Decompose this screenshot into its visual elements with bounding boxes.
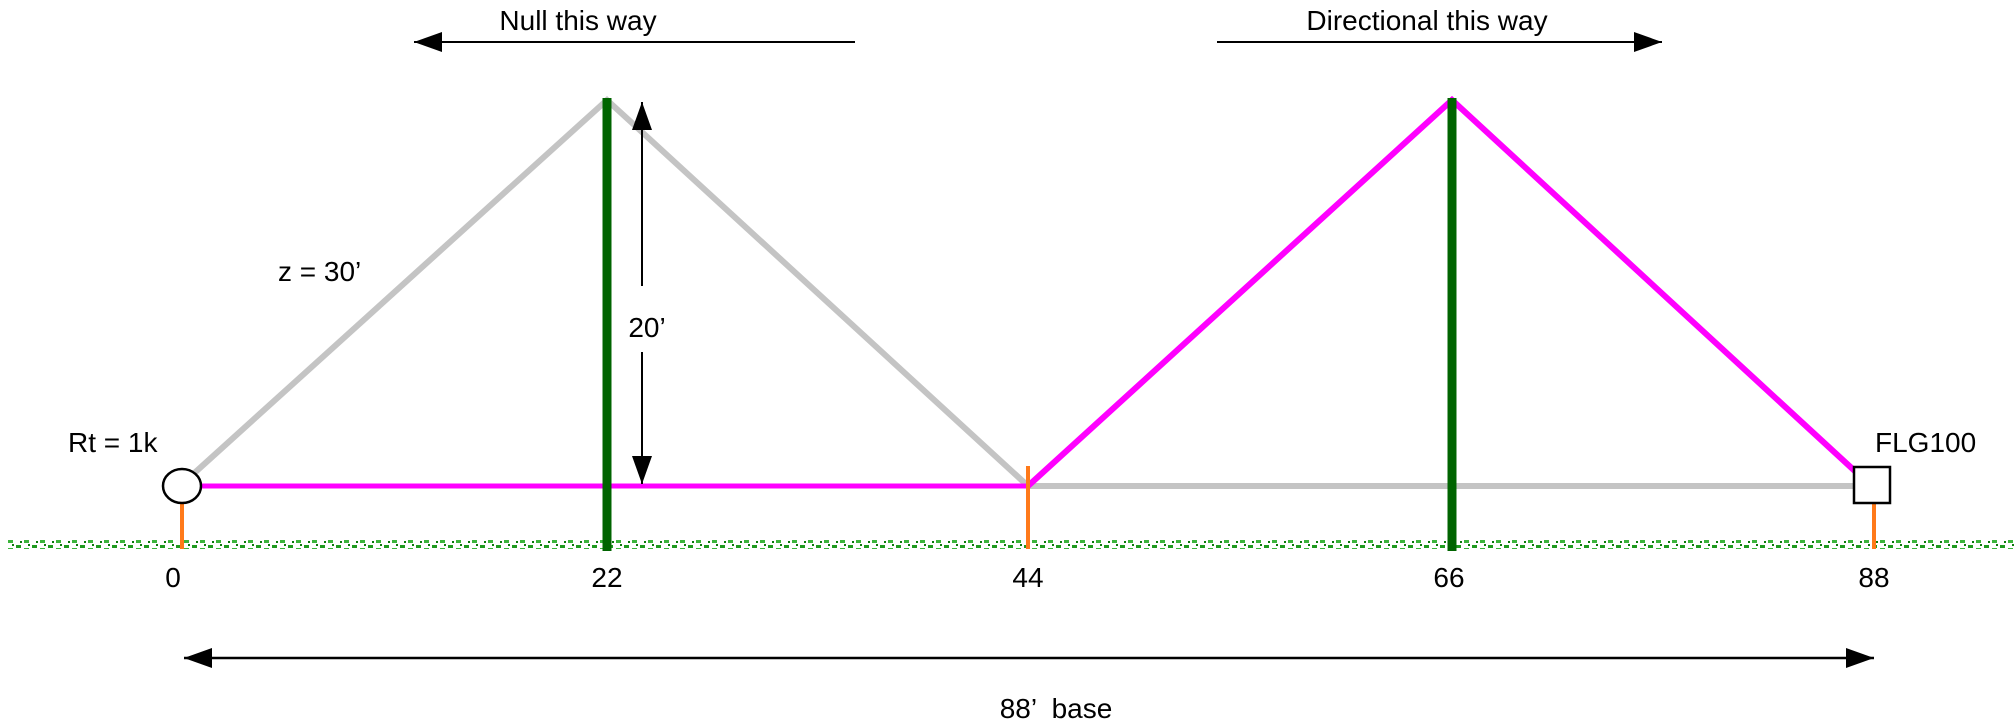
tick-label: 44	[1012, 562, 1043, 593]
z-label: z = 30’	[278, 256, 361, 287]
ground-strip	[8, 540, 2015, 549]
height-label: 20’	[628, 312, 665, 343]
termination-resistor-symbol	[161, 467, 203, 505]
tick-label: 22	[591, 562, 622, 593]
directional-label: Directional this way	[1306, 5, 1547, 36]
feed-label: FLG100	[1875, 427, 1976, 458]
tick-label: 66	[1433, 562, 1464, 593]
termination-label: Rt = 1k	[68, 427, 158, 458]
tick-label: 0	[165, 562, 181, 593]
feed-box-symbol	[1852, 465, 1892, 505]
null-direction-label: Null this way	[499, 5, 656, 36]
active-wire-right-triangle	[1025, 95, 1860, 489]
tick-label: 88	[1858, 562, 1889, 593]
base-label: 88’ base	[1000, 693, 1113, 724]
